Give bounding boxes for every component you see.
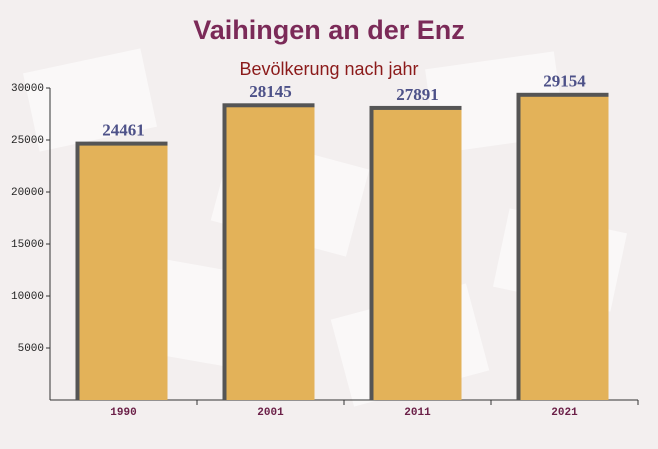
y-tick-label: 10000 [11, 291, 44, 303]
y-tick-label: 25000 [11, 135, 44, 147]
x-tick-label: 2001 [257, 407, 284, 419]
x-tick-label: 2011 [404, 407, 431, 419]
chart-subtitle: Bevölkerung nach jahr [239, 59, 418, 79]
x-tick-label: 1990 [110, 407, 136, 419]
y-tick-label: 30000 [11, 83, 44, 95]
x-tick-label: 2021 [551, 407, 578, 419]
value-label: 24461 [102, 121, 145, 140]
y-tick-label: 15000 [11, 239, 44, 251]
y-tick-label: 5000 [18, 343, 44, 355]
bar [373, 109, 462, 401]
value-label: 28145 [249, 82, 292, 101]
bar [520, 96, 609, 400]
value-label: 29154 [543, 72, 586, 91]
y-tick-label: 20000 [11, 187, 44, 199]
bar [79, 145, 168, 400]
bar [226, 107, 315, 401]
value-label: 27891 [396, 85, 439, 104]
chart-title: Vaihingen an der Enz [193, 15, 465, 45]
